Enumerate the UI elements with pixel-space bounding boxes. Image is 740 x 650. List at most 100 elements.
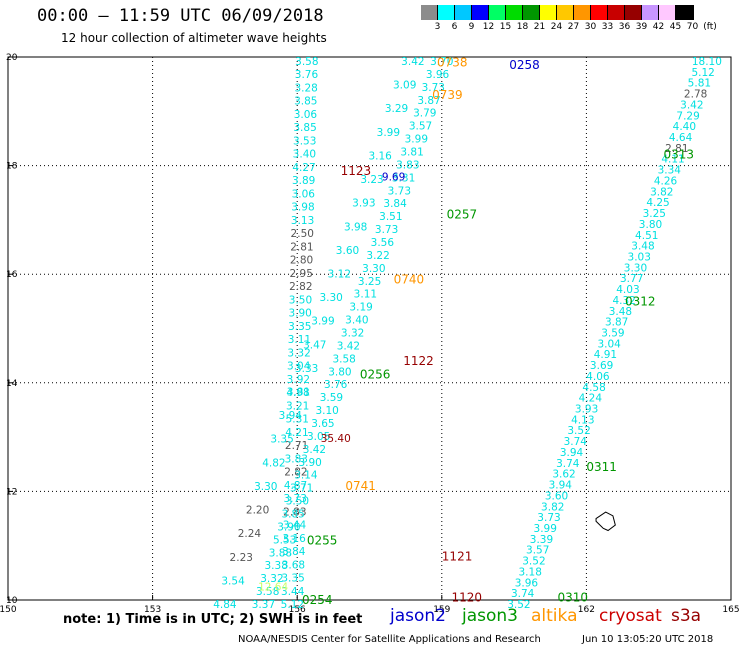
swh-value: 3.11 (288, 334, 311, 346)
swh-value: 3.34 (658, 165, 682, 177)
swh-value: 3.30 (624, 262, 647, 274)
swh-value: 3.53 (293, 135, 316, 147)
swh-value: 3.16 (282, 533, 306, 545)
swh-value: 3.31 (392, 172, 415, 184)
pass-time-label: 0254 (302, 593, 333, 607)
swh-value: 3.57 (526, 545, 549, 557)
island-outline (595, 511, 616, 532)
swh-value: 5.12 (281, 599, 304, 611)
x-tick-label: 159 (433, 605, 450, 615)
swh-value: 3.23 (360, 174, 383, 186)
y-tick-label: 10 (6, 596, 18, 606)
swh-value: 3.83 (285, 453, 308, 465)
legend-label: 27 (567, 22, 580, 32)
legend-swatch (676, 5, 693, 20)
swh-value: 3.29 (385, 103, 408, 115)
swh-value: 3.94 (279, 410, 303, 422)
pass-time-label: 0738 (437, 55, 468, 69)
y-tick-label: 16 (6, 270, 18, 280)
swh-value: 3.59 (320, 392, 343, 404)
pass-time-label: 0312 (625, 294, 656, 308)
swh-value: 2.83 (283, 506, 306, 518)
swh-value: 3.99 (311, 316, 334, 328)
legend-swatch (625, 5, 642, 20)
swh-value: 3.58 (295, 56, 318, 68)
footer-note: note: 1) Time is in UTC; 2) SWH is in fe… (63, 612, 363, 627)
swh-value: 3.73 (388, 185, 411, 197)
swh-value: 3.80 (328, 366, 351, 378)
swh-value: 3.84 (383, 198, 407, 210)
swh-value: 3.52 (507, 599, 530, 611)
legend-label: 42 (652, 22, 665, 32)
swh-value: 3.33 (295, 363, 318, 375)
swh-value: 3.03 (628, 251, 651, 263)
swh-value: 4.40 (673, 121, 696, 133)
legend-swatch (489, 5, 506, 20)
swh-value: 3.50 (286, 496, 309, 508)
swh-value: 4.13 (571, 414, 594, 426)
swh-value: 4.11 (661, 154, 684, 166)
y-tick-label: 14 (6, 379, 18, 389)
swh-value: 3.50 (289, 294, 312, 306)
swh-value: 4.21 (285, 427, 308, 439)
swh-value: 3.22 (366, 250, 389, 262)
swh-value: 3.99 (534, 523, 557, 535)
swh-value: 3.99 (405, 134, 428, 146)
pass-time-label: 0740 (394, 273, 425, 287)
legend-label: 45 (669, 22, 682, 32)
swh-value: 2.23 (230, 552, 253, 564)
swh-value: 4.06 (586, 371, 610, 383)
swh-value: 4.27 (292, 162, 315, 174)
legend-label: 39 (635, 22, 648, 32)
pass-time-label: 1122 (403, 354, 434, 368)
legend-label: 21 (533, 22, 546, 32)
swh-value: 3.85 (293, 122, 316, 134)
swh-value: 3.60 (545, 490, 568, 502)
swh-value: 3.56 (371, 237, 395, 249)
satellite-label-jason2: jason2 (390, 606, 446, 626)
legend-label: 3 (434, 22, 441, 32)
swh-value: 3.57 (409, 121, 432, 133)
swh-value: 3.35 (281, 573, 304, 585)
swh-value: 3.76 (324, 379, 348, 391)
swh-value: 4.26 (654, 175, 678, 187)
satellite-label-jason3: jason3 (462, 606, 518, 626)
legend-swatch (421, 5, 438, 20)
swh-value: 3.90 (298, 457, 321, 469)
swh-value: 2.50 (291, 228, 314, 240)
pass-time-label: 0739 (432, 88, 463, 102)
swh-value: 2.71 (285, 440, 308, 452)
swh-value: 3.25 (358, 276, 381, 288)
legend-label: 15 (499, 22, 512, 32)
legend-swatch (540, 5, 557, 20)
swh-value: 2.24 (238, 528, 262, 540)
swh-value: 2.95 (290, 268, 313, 280)
swh-value: 2.78 (684, 89, 707, 101)
legend-unit: (ft) (703, 22, 717, 32)
pass-time-label: 0256 (360, 368, 391, 382)
swh-value: 5.12 (691, 67, 714, 79)
swh-value: 2.20 (246, 505, 269, 517)
swh-value: 3.58 (256, 586, 279, 598)
legend-label: 9 (468, 22, 475, 32)
swh-value: 3.81 (400, 147, 423, 159)
swh-value: 3.76 (295, 69, 319, 81)
legend-swatch (574, 5, 591, 20)
swh-value: 3.30 (362, 263, 385, 275)
swh-value: 3.19 (349, 302, 372, 314)
swh-value: 3.74 (564, 436, 588, 448)
swh-value: 4.64 (669, 132, 693, 144)
swh-value: 3.98 (344, 221, 367, 233)
swh-value: 3.88 (269, 547, 292, 559)
swh-value: 3.99 (377, 127, 400, 139)
chart-subtitle: 12 hour collection of altimeter wave hei… (61, 31, 327, 45)
pass-time-label: 0310 (557, 590, 588, 604)
plot-frame (7, 56, 732, 601)
legend-swatch (591, 5, 608, 20)
swh-value: 3.84 (282, 546, 306, 558)
swh-value: 4.51 (635, 230, 658, 242)
x-tick-label: 153 (144, 605, 161, 615)
swh-value: 2.81 (290, 241, 313, 253)
swh-value: 3.10 (315, 405, 338, 417)
